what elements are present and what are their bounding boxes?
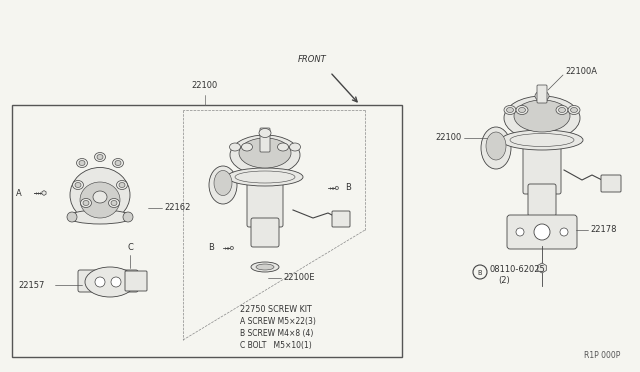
Ellipse shape [516, 106, 528, 115]
Text: 22178: 22178 [590, 225, 616, 234]
Ellipse shape [568, 106, 580, 115]
Ellipse shape [111, 201, 117, 205]
Ellipse shape [123, 212, 133, 222]
Circle shape [95, 277, 105, 287]
Ellipse shape [256, 264, 274, 270]
FancyBboxPatch shape [260, 128, 270, 152]
FancyBboxPatch shape [537, 85, 547, 103]
Ellipse shape [68, 210, 132, 224]
Text: B: B [208, 244, 214, 253]
Text: 22100A: 22100A [565, 67, 597, 77]
Ellipse shape [506, 108, 513, 112]
Ellipse shape [95, 153, 106, 161]
Ellipse shape [289, 143, 301, 151]
Ellipse shape [70, 167, 130, 222]
Text: A: A [16, 189, 22, 198]
Text: (2): (2) [498, 276, 509, 285]
Text: 22100: 22100 [436, 134, 462, 142]
Ellipse shape [81, 199, 92, 208]
Text: 08110-62025: 08110-62025 [490, 264, 546, 273]
Ellipse shape [80, 182, 120, 218]
Ellipse shape [79, 160, 85, 166]
FancyBboxPatch shape [332, 211, 350, 227]
Ellipse shape [481, 127, 511, 169]
Bar [12, 105, 402, 357]
Ellipse shape [504, 106, 516, 115]
Ellipse shape [230, 143, 241, 151]
Polygon shape [42, 190, 46, 195]
FancyBboxPatch shape [247, 183, 283, 227]
Text: B: B [345, 183, 351, 192]
Text: 22162: 22162 [164, 203, 190, 212]
Ellipse shape [259, 128, 271, 138]
Ellipse shape [230, 135, 300, 175]
Text: 22157: 22157 [18, 280, 44, 289]
Ellipse shape [93, 191, 107, 203]
Text: C BOLT   M5×10(1): C BOLT M5×10(1) [240, 341, 312, 350]
Polygon shape [230, 246, 234, 250]
Ellipse shape [83, 201, 89, 205]
Ellipse shape [278, 143, 289, 151]
Text: B: B [477, 270, 483, 276]
Ellipse shape [559, 108, 566, 112]
Ellipse shape [109, 199, 120, 208]
Polygon shape [335, 186, 339, 190]
Ellipse shape [77, 158, 88, 167]
Ellipse shape [67, 212, 77, 222]
Circle shape [111, 277, 121, 287]
Ellipse shape [214, 170, 232, 196]
Ellipse shape [72, 180, 83, 189]
FancyBboxPatch shape [601, 175, 621, 192]
Text: 22100: 22100 [192, 81, 218, 90]
Ellipse shape [75, 183, 81, 187]
Ellipse shape [570, 108, 577, 112]
Text: 22750 SCREW KIT: 22750 SCREW KIT [240, 305, 312, 314]
Text: FRONT: FRONT [298, 55, 327, 64]
Circle shape [560, 228, 568, 236]
Ellipse shape [251, 262, 279, 272]
FancyBboxPatch shape [251, 218, 279, 247]
Ellipse shape [85, 267, 135, 297]
Ellipse shape [556, 106, 568, 115]
Text: C: C [127, 243, 133, 251]
Text: B SCREW M4×8 (4): B SCREW M4×8 (4) [240, 329, 314, 338]
Ellipse shape [504, 96, 580, 140]
Text: R1P 000P: R1P 000P [584, 351, 620, 360]
Ellipse shape [514, 100, 570, 132]
Ellipse shape [97, 154, 103, 160]
Text: 22100E: 22100E [283, 273, 314, 282]
FancyBboxPatch shape [523, 146, 561, 194]
Ellipse shape [119, 183, 125, 187]
FancyBboxPatch shape [528, 184, 556, 216]
Ellipse shape [115, 160, 121, 166]
FancyBboxPatch shape [125, 271, 147, 291]
Text: A SCREW M5×22(3): A SCREW M5×22(3) [240, 317, 316, 326]
Ellipse shape [501, 130, 583, 150]
Ellipse shape [227, 168, 303, 186]
Ellipse shape [486, 132, 506, 160]
FancyBboxPatch shape [78, 270, 138, 292]
Ellipse shape [209, 166, 237, 204]
Ellipse shape [116, 180, 127, 189]
FancyBboxPatch shape [507, 215, 577, 249]
Ellipse shape [518, 108, 525, 112]
Ellipse shape [535, 91, 549, 101]
Ellipse shape [241, 143, 253, 151]
Ellipse shape [239, 138, 291, 168]
Circle shape [534, 224, 550, 240]
Ellipse shape [113, 158, 124, 167]
Circle shape [516, 228, 524, 236]
